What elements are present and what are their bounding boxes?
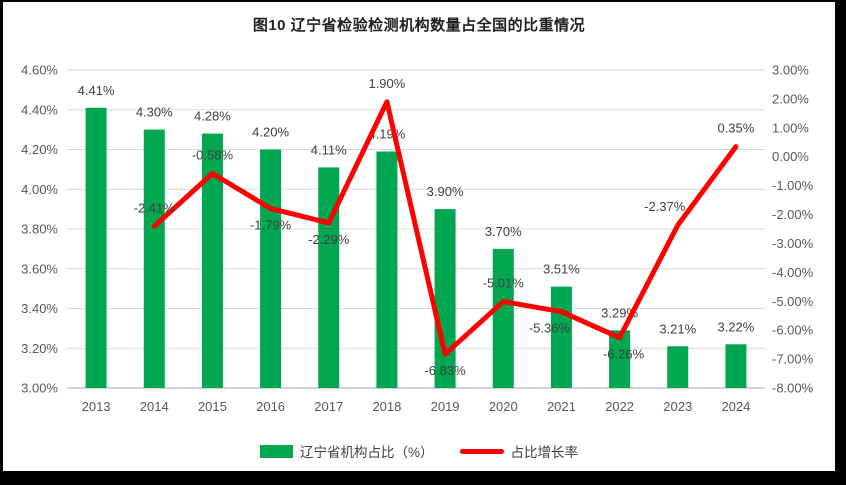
line-value-label: -2.29% [308,232,350,247]
bar-value-label: 4.41% [78,83,115,98]
bar-value-label: 4.28% [194,109,231,124]
x-axis-tick-label: 2016 [256,399,285,414]
x-axis-tick-label: 2014 [140,399,169,414]
x-axis-tick-label: 2017 [314,399,343,414]
line-value-label: -2.41% [134,200,176,215]
line-value-label: 0.35% [717,121,754,136]
bar [201,133,223,388]
y-axis-left-tick-label: 4.20% [21,142,58,157]
y-axis-left-tick-label: 3.80% [21,222,58,237]
bar [85,107,107,388]
line-value-label: 1.90% [368,76,405,91]
line-series-label: 占比增长率 [510,445,579,460]
bar [376,151,398,388]
y-axis-left-tick-label: 4.40% [21,102,58,117]
x-axis-tick-label: 2018 [372,399,401,414]
chart-title: 图10 辽宁省检验检测机构数量占全国的比重情况 [252,17,586,34]
y-axis-right-tick-label: 3.00% [772,63,809,78]
bar-value-label: 4.20% [252,125,289,140]
y-axis-right-tick-label: -7.00% [772,352,814,367]
line-series-swatch [459,448,504,454]
y-axis-left-tick-label: 3.60% [21,261,58,276]
x-axis-tick-label: 2020 [489,399,518,414]
y-axis-right-tick-label: -4.00% [772,265,814,280]
line-value-label: -2.37% [644,199,686,214]
bar-value-label: 3.21% [659,321,696,336]
bar-value-label: 3.51% [543,262,580,277]
x-axis-tick-label: 2021 [547,399,576,414]
bar-value-label: 3.70% [485,224,522,239]
y-axis-left-tick-label: 3.40% [21,301,58,316]
bar [318,167,340,388]
x-axis-tick-label: 2023 [663,399,692,414]
trend-line [151,99,739,357]
x-axis-tick-label: 2013 [82,399,111,414]
x-axis-tick-label: 2019 [431,399,460,414]
line-value-label: -6.26% [603,347,645,362]
y-axis-left-tick-label: 4.00% [21,182,58,197]
bar-value-label: 3.90% [427,184,464,199]
bar [550,286,572,388]
bar [492,248,514,388]
bar [260,149,282,388]
x-axis-tick-label: 2022 [605,399,634,414]
x-axis-tick-label: 2024 [721,399,750,414]
bar [667,346,689,388]
legend-item-bar-series: 辽宁省机构占比（%） [259,441,434,461]
bar-series-swatch [259,444,293,458]
bar [434,209,456,388]
bar-value-label: 4.11% [311,142,347,157]
y-axis-right-tick-label: -2.00% [772,207,814,222]
line-value-label: -1.79% [250,217,292,232]
line-value-label: -0.58% [192,147,234,162]
y-axis-left-tick-label: 3.00% [21,381,58,396]
line-value-label: -5.36% [529,321,571,336]
y-axis-right-tick-label: -3.00% [772,236,814,251]
bar-value-label: 4.30% [136,105,173,120]
bar-series-label: 辽宁省机构占比（%） [299,445,434,460]
y-axis-right-tick-label: 1.00% [772,120,809,135]
y-axis-left-tick-label: 3.20% [21,341,58,356]
y-axis-left-tick-label: 4.60% [21,63,58,78]
y-axis-right-tick-label: 0.00% [772,149,809,164]
bar [725,344,747,388]
y-axis-right-tick-label: -6.00% [772,323,814,338]
bar [143,129,165,388]
bar [609,330,631,388]
bar-value-label: 3.22% [717,319,754,334]
y-axis-right-tick-label: -5.00% [772,294,814,309]
legend-item-line-series: 占比增长率 [459,441,579,461]
line-value-label: -5.01% [483,276,525,291]
y-axis-right-tick-label: -8.00% [772,381,814,396]
legend: 辽宁省机构占比（%） 占比增长率 [3,441,835,461]
combo-chart: 3.00% 3.20% 3.40% 3.60% 3.80% 4.00% 4.20% 4.40%… [21,63,814,415]
y-axis-right-tick-label: 2.00% [772,91,809,106]
x-axis-tick-label: 2015 [198,399,227,414]
line-value-label: -6.83% [424,363,466,378]
y-axis-right-tick-label: -1.00% [772,178,814,193]
